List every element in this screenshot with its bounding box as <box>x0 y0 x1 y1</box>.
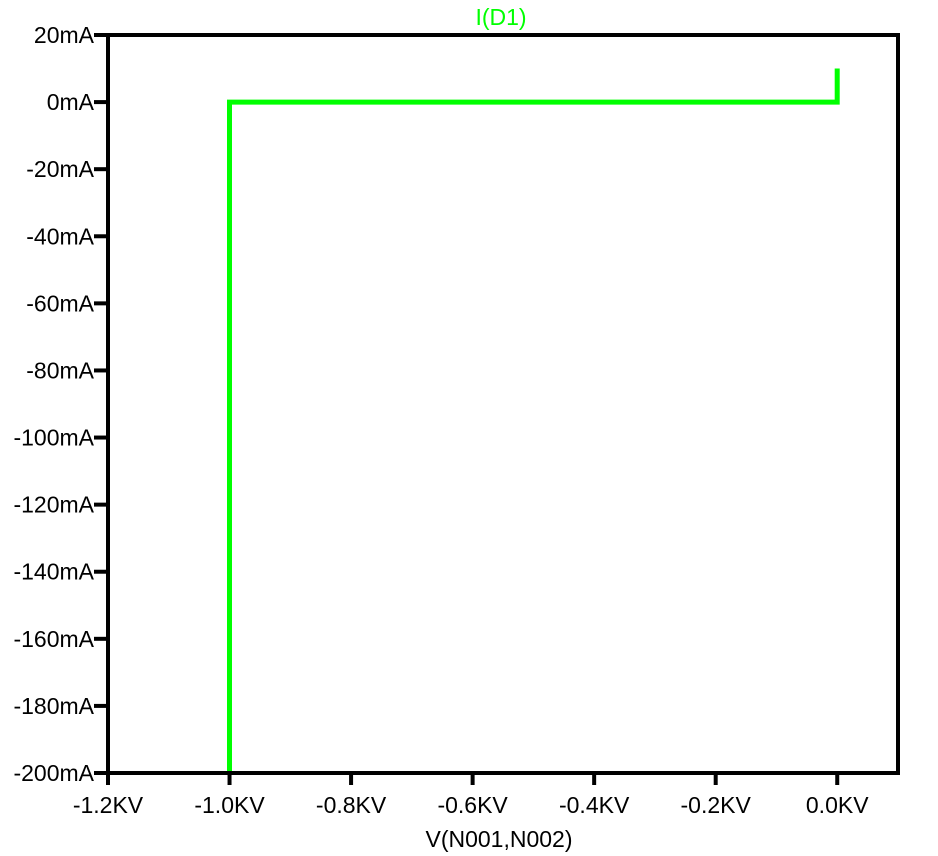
y-tick-label: -200mA <box>13 760 94 786</box>
legend: I(D1) <box>475 4 526 30</box>
y-tick-label: -60mA <box>26 290 94 316</box>
x-tick-label: 0.0KV <box>806 792 869 818</box>
y-tick-label: -140mA <box>13 559 94 585</box>
legend-series-label: I(D1) <box>475 4 526 30</box>
x-tick-label: -0.4KV <box>559 792 630 818</box>
y-tick-label: -180mA <box>13 693 94 719</box>
plot-frame <box>106 33 900 775</box>
y-tick-label: -80mA <box>26 357 94 383</box>
y-tick-label: -40mA <box>26 223 94 249</box>
x-axis: -1.2KV -1.0KV -0.8KV -0.6KV -0.4KV -0.2KV 0.0K… <box>73 773 869 818</box>
y-tick-label: 0mA <box>47 89 95 115</box>
x-tick-label: -1.0KV <box>194 792 265 818</box>
x-tick-label: -1.2KV <box>73 792 144 818</box>
x-axis-title: V(N001,N002) <box>425 826 572 852</box>
y-tick-label: -20mA <box>26 156 94 182</box>
y-axis: 20mA 0mA -20mA -40mA -60mA -80mA -100mA -120mA -… <box>13 22 108 786</box>
y-tick-label: -100mA <box>13 425 94 451</box>
x-tick-label: -0.8KV <box>316 792 387 818</box>
y-tick-label: -160mA <box>13 626 94 652</box>
x-tick-label: -0.6KV <box>437 792 508 818</box>
x-tick-label: -0.2KV <box>681 792 752 818</box>
y-tick-label: -120mA <box>13 492 94 518</box>
plot-area <box>227 68 840 773</box>
y-tick-label: 20mA <box>34 22 95 48</box>
series-line-i-d1 <box>227 68 840 773</box>
